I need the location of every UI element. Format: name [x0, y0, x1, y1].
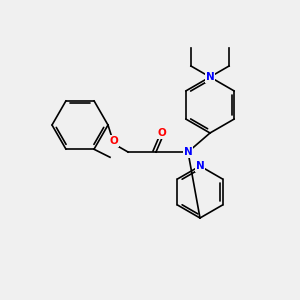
- Text: N: N: [206, 72, 214, 82]
- Text: N: N: [196, 161, 204, 171]
- Text: N: N: [184, 147, 192, 157]
- Text: O: O: [110, 136, 118, 146]
- Text: O: O: [158, 128, 166, 138]
